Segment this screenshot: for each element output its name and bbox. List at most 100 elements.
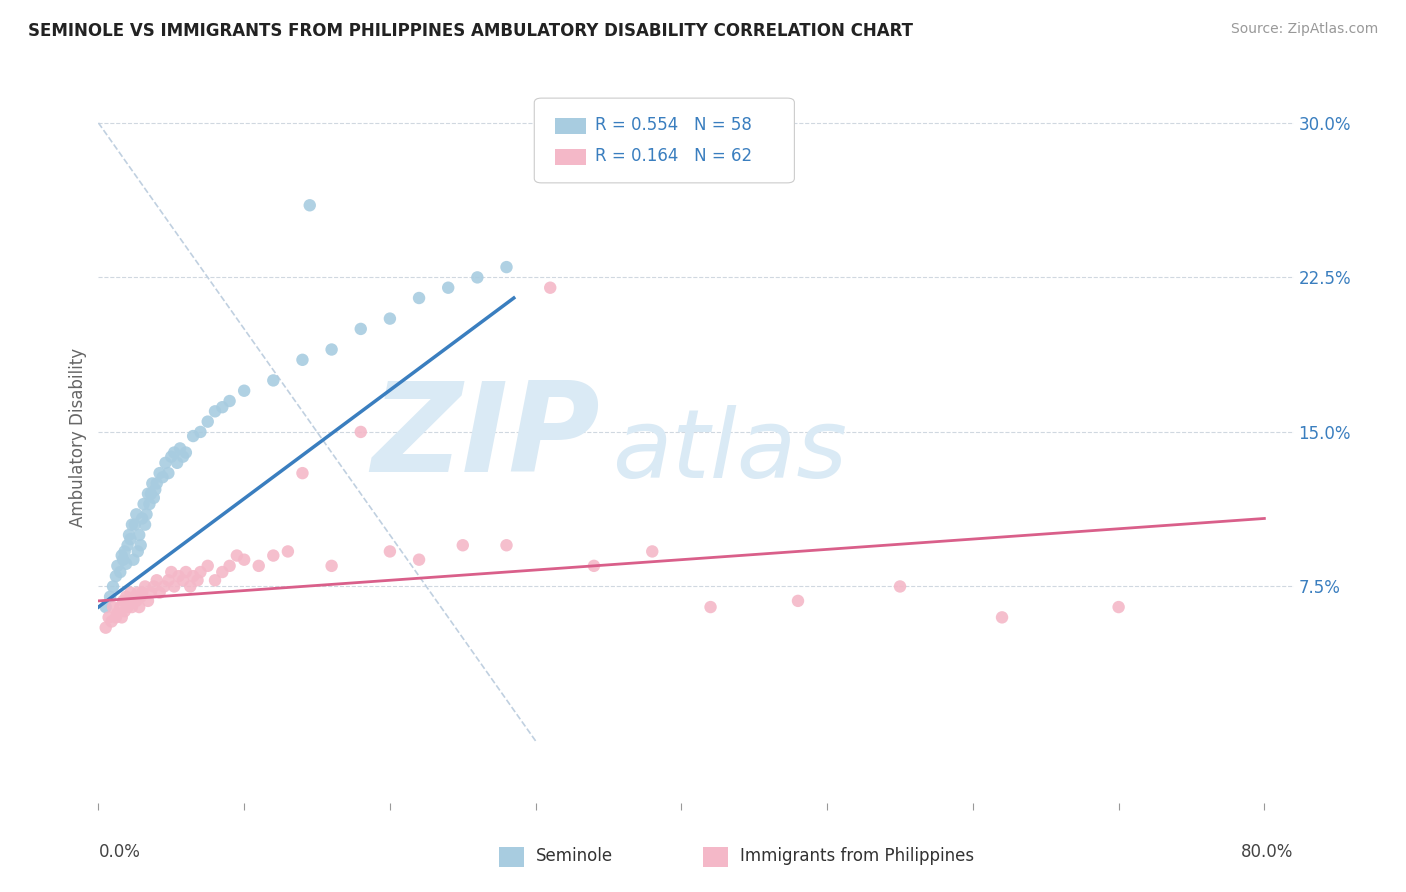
Point	[291, 466, 314, 480]
Point	[115, 557, 138, 571]
Point	[190, 425, 212, 439]
Point	[117, 538, 139, 552]
Point	[141, 476, 163, 491]
Point	[233, 384, 256, 398]
Point	[378, 544, 401, 558]
Point	[218, 394, 240, 409]
Point	[378, 311, 401, 326]
Text: R = 0.164   N = 62: R = 0.164 N = 62	[595, 147, 752, 165]
Point	[128, 528, 150, 542]
Point	[143, 483, 166, 497]
Point	[120, 585, 142, 599]
Point	[122, 552, 145, 566]
Point	[121, 517, 143, 532]
Point	[120, 532, 142, 546]
Point	[135, 508, 157, 522]
Point	[153, 579, 176, 593]
Point	[408, 291, 430, 305]
Point	[101, 600, 124, 615]
Point	[118, 594, 141, 608]
Point	[157, 466, 180, 480]
Point	[582, 558, 605, 573]
Point	[110, 565, 132, 579]
Point	[169, 442, 191, 456]
Point	[225, 549, 247, 563]
Point	[408, 552, 430, 566]
Point	[132, 497, 155, 511]
Point	[142, 579, 165, 593]
Point	[247, 558, 270, 573]
Point	[437, 281, 460, 295]
Point	[197, 558, 219, 573]
Point	[110, 600, 132, 615]
Point	[94, 621, 117, 635]
Point	[181, 569, 204, 583]
Point	[350, 425, 373, 439]
Point	[149, 585, 172, 599]
Point	[211, 401, 233, 415]
Point	[495, 538, 517, 552]
Point	[105, 606, 128, 620]
Point	[145, 476, 167, 491]
Point	[172, 574, 194, 588]
Point	[641, 544, 664, 558]
Point	[321, 343, 343, 357]
Text: R = 0.554   N = 58: R = 0.554 N = 58	[595, 116, 752, 134]
Point	[204, 574, 226, 588]
Point	[114, 604, 136, 618]
Point	[1108, 600, 1130, 615]
Point	[298, 198, 321, 212]
Point	[174, 445, 197, 459]
Text: SEMINOLE VS IMMIGRANTS FROM PHILIPPINES AMBULATORY DISABILITY CORRELATION CHART: SEMINOLE VS IMMIGRANTS FROM PHILIPPINES …	[28, 22, 912, 40]
Point	[787, 594, 810, 608]
Point	[197, 415, 219, 429]
Point	[699, 600, 721, 615]
Point	[105, 558, 128, 573]
Point	[129, 538, 152, 552]
Point	[117, 600, 139, 615]
Point	[127, 585, 149, 599]
Point	[139, 585, 162, 599]
Text: Source: ZipAtlas.com: Source: ZipAtlas.com	[1230, 22, 1378, 37]
Point	[451, 538, 474, 552]
Point	[127, 544, 149, 558]
Text: atlas: atlas	[612, 405, 848, 499]
Point	[233, 552, 256, 566]
Point	[179, 579, 201, 593]
Point	[149, 466, 172, 480]
Point	[211, 565, 233, 579]
Point	[131, 511, 153, 525]
Point	[991, 610, 1014, 624]
Point	[125, 508, 148, 522]
Text: Immigrants from Philippines: Immigrants from Philippines	[740, 847, 974, 865]
Point	[131, 585, 153, 599]
Point	[98, 590, 121, 604]
Point	[101, 579, 124, 593]
Point	[121, 600, 143, 615]
Point	[115, 590, 138, 604]
Point	[889, 579, 911, 593]
Text: Seminole: Seminole	[536, 847, 613, 865]
Point	[166, 456, 188, 470]
Point	[167, 569, 190, 583]
Point	[204, 404, 226, 418]
Point	[321, 558, 343, 573]
Point	[104, 610, 127, 624]
Point	[100, 615, 122, 629]
Point	[157, 574, 180, 588]
Point	[97, 610, 120, 624]
Point	[94, 600, 117, 615]
Point	[163, 579, 186, 593]
Point	[181, 429, 204, 443]
Text: 80.0%: 80.0%	[1241, 843, 1294, 861]
Point	[291, 352, 314, 367]
Y-axis label: Ambulatory Disability: Ambulatory Disability	[69, 348, 87, 526]
Point	[262, 549, 284, 563]
Point	[138, 497, 160, 511]
Point	[124, 517, 146, 532]
Point	[142, 491, 165, 505]
Point	[467, 270, 489, 285]
Point	[174, 565, 197, 579]
Point	[136, 594, 159, 608]
Point	[134, 517, 156, 532]
